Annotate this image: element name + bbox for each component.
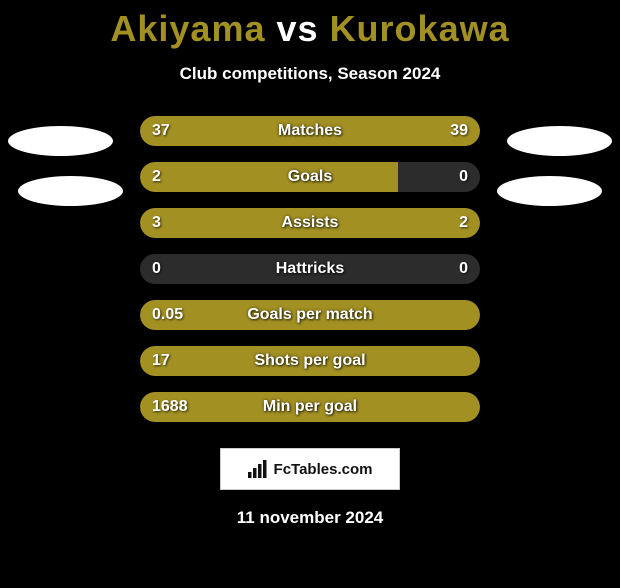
stat-row: 1688Min per goal [140,392,480,422]
stat-label: Assists [140,208,480,238]
stat-row: 3739Matches [140,116,480,146]
stat-row: 20Goals [140,162,480,192]
subtitle: Club competitions, Season 2024 [0,64,620,84]
stat-label: Shots per goal [140,346,480,376]
vs-text: vs [277,8,319,49]
branding-box: FcTables.com [220,448,400,490]
stat-label: Goals per match [140,300,480,330]
stat-row: 17Shots per goal [140,346,480,376]
player2-badge-top [507,126,612,156]
player2-name: Kurokawa [330,8,510,49]
stat-label: Min per goal [140,392,480,422]
stat-bars-container: 3739Matches 20Goals 32Assists 00Hattricks 0.… [140,116,480,438]
stat-label: Matches [140,116,480,146]
stat-row: 0.05Goals per match [140,300,480,330]
stat-row: 32Assists [140,208,480,238]
comparison-title: Akiyama vs Kurokawa [0,8,620,50]
stat-label: Hattricks [140,254,480,284]
player1-badge-bottom [18,176,123,206]
player1-badge-top [8,126,113,156]
footer-date: 11 november 2024 [0,508,620,528]
player2-badge-bottom [497,176,602,206]
player1-name: Akiyama [110,8,265,49]
branding-text: FcTables.com [274,461,373,478]
bars-icon [248,460,268,478]
stat-label: Goals [140,162,480,192]
stat-row: 00Hattricks [140,254,480,284]
